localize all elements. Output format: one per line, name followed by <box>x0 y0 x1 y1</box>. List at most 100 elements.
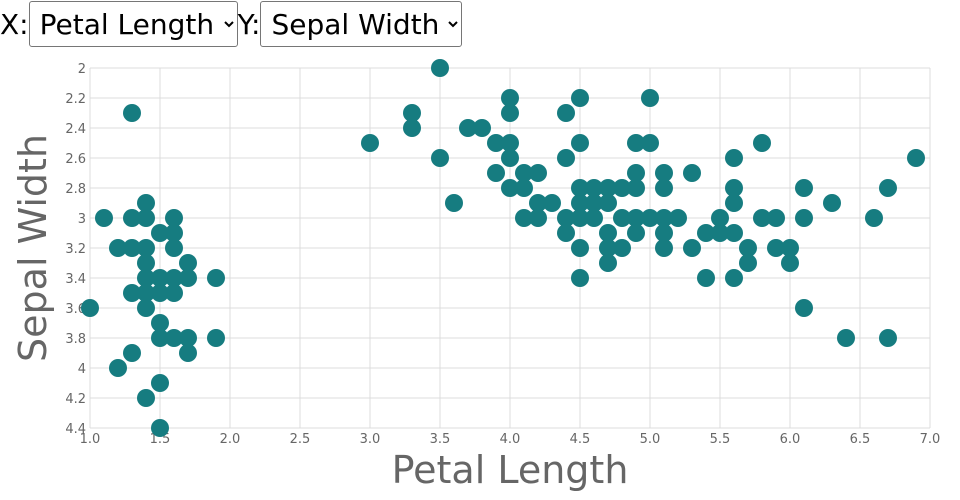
data-point <box>767 209 785 227</box>
data-point <box>697 269 715 287</box>
data-point <box>445 194 463 212</box>
y-select-label: Y: <box>237 7 261 41</box>
data-point <box>781 254 799 272</box>
x-axis-select[interactable]: Petal Length <box>28 1 238 47</box>
data-point <box>123 284 141 302</box>
data-point <box>879 179 897 197</box>
data-point <box>165 329 183 347</box>
data-point <box>795 299 813 317</box>
data-point <box>557 104 575 122</box>
data-point <box>515 209 533 227</box>
y-axis-ticks: 2 2.2 2.4 2.6 2.8 3 3.2 3.4 3.6 3.8 4 4.2 4.4 <box>65 62 86 437</box>
data-point <box>137 254 155 272</box>
data-point <box>165 239 183 257</box>
data-point <box>627 164 645 182</box>
data-point <box>669 209 687 227</box>
y-axis-title: Sepal Width <box>11 134 55 362</box>
x-tick-label: 5.0 <box>640 432 661 447</box>
data-point <box>641 89 659 107</box>
data-point <box>403 119 421 137</box>
data-point <box>585 179 603 197</box>
x-tick-label: 1.0 <box>80 432 101 447</box>
data-point <box>431 149 449 167</box>
data-point <box>725 194 743 212</box>
data-point <box>683 239 701 257</box>
y-tick-label: 3.6 <box>65 302 86 317</box>
x-tick-label: 4.0 <box>500 432 521 447</box>
y-tick-label: 4.2 <box>65 392 86 407</box>
y-tick-label: 2.4 <box>65 122 86 137</box>
data-point <box>641 209 659 227</box>
data-point <box>137 209 155 227</box>
data-point <box>207 329 225 347</box>
data-point <box>711 224 729 242</box>
data-point <box>795 209 813 227</box>
data-point <box>725 149 743 167</box>
data-point <box>151 284 169 302</box>
data-point <box>137 194 155 212</box>
data-point <box>123 104 141 122</box>
data-point <box>165 284 183 302</box>
data-point <box>137 269 155 287</box>
data-point <box>501 104 519 122</box>
data-point <box>837 329 855 347</box>
data-point <box>823 194 841 212</box>
data-point <box>725 179 743 197</box>
data-point <box>179 329 197 347</box>
x-tick-label: 6.0 <box>780 432 801 447</box>
data-point <box>599 194 617 212</box>
data-point <box>627 179 645 197</box>
x-select-label: X: <box>0 7 29 41</box>
data-point <box>571 89 589 107</box>
data-point <box>725 269 743 287</box>
data-point <box>613 209 631 227</box>
y-tick-label: 4 <box>78 362 86 377</box>
data-point <box>571 209 589 227</box>
x-axis-ticks: 1.0 1.5 2.0 2.5 3.0 3.5 4.0 4.5 5.0 5.5 6.0 6.5 7.0 <box>80 432 941 447</box>
data-point <box>711 209 729 227</box>
data-point <box>501 89 519 107</box>
data-point <box>781 239 799 257</box>
y-tick-label: 3 <box>78 212 86 227</box>
data-point <box>641 134 659 152</box>
x-tick-label: 6.5 <box>850 432 871 447</box>
y-tick-label: 2.6 <box>65 152 86 167</box>
x-axis-title: Petal Length <box>392 448 629 492</box>
data-point <box>179 344 197 362</box>
data-point <box>599 239 617 257</box>
data-point <box>571 269 589 287</box>
data-point <box>529 164 547 182</box>
data-point <box>725 224 743 242</box>
data-point <box>473 119 491 137</box>
data-point <box>571 239 589 257</box>
x-tick-label: 2.0 <box>220 432 241 447</box>
data-point <box>627 224 645 242</box>
data-point <box>123 209 141 227</box>
data-point <box>123 239 141 257</box>
data-point <box>81 299 99 317</box>
data-point <box>697 224 715 242</box>
y-axis-select[interactable]: Sepal Width <box>260 1 463 47</box>
data-point <box>515 164 533 182</box>
data-point <box>655 164 673 182</box>
y-tick-label: 3.4 <box>65 272 86 287</box>
data-point <box>571 134 589 152</box>
data-point <box>165 269 183 287</box>
data-point <box>501 134 519 152</box>
data-point <box>571 194 589 212</box>
x-tick-label: 1.5 <box>150 432 171 447</box>
data-point <box>655 179 673 197</box>
data-points <box>81 59 925 437</box>
data-point <box>599 224 617 242</box>
data-point <box>557 149 575 167</box>
data-point <box>95 209 113 227</box>
data-point <box>655 209 673 227</box>
data-point <box>557 224 575 242</box>
data-point <box>627 209 645 227</box>
y-tick-label: 3.2 <box>65 242 86 257</box>
data-point <box>165 224 183 242</box>
data-point <box>627 134 645 152</box>
data-point <box>151 374 169 392</box>
data-point <box>879 329 897 347</box>
